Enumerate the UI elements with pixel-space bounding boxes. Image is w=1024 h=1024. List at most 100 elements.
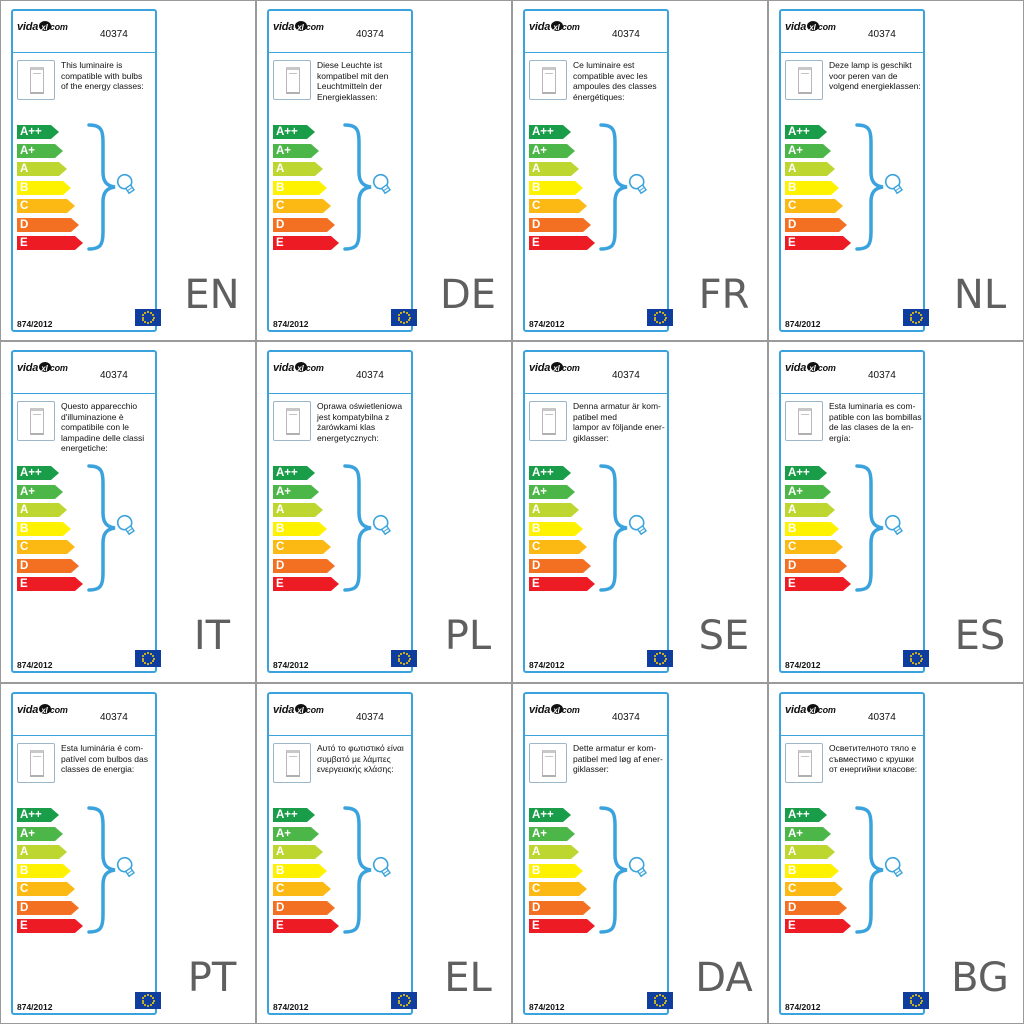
eu-star	[152, 999, 155, 1002]
language-code: PT	[187, 955, 237, 1001]
energy-class-bar: A+	[273, 143, 319, 158]
regulation-number: 874/2012	[17, 319, 53, 329]
curly-brace-icon	[87, 123, 116, 251]
compatibility-text: Deze lamp is geschikt voor peren van de …	[829, 60, 921, 91]
energy-class-arrow	[785, 826, 831, 841]
energy-class-bar: B	[785, 863, 839, 878]
logo-mark-icon	[807, 21, 820, 31]
eu-star	[919, 660, 922, 663]
light-bulb-icon	[116, 856, 136, 878]
eu-star	[151, 654, 154, 657]
language-code: ES	[954, 613, 1006, 659]
eu-star	[400, 994, 403, 997]
eu-star	[405, 311, 408, 314]
eu-star	[912, 994, 915, 997]
eu-star	[663, 313, 666, 316]
eu-star	[147, 322, 149, 324]
energy-class-arrow	[17, 919, 83, 933]
compatibility-text: Ce luminaire est compatible avec les amp…	[573, 60, 657, 102]
energy-class-label: A++	[20, 126, 42, 138]
energy-class-bar: C	[17, 882, 75, 896]
eu-star	[144, 994, 147, 997]
eu-flag-icon	[135, 650, 161, 667]
eu-star	[656, 311, 659, 314]
label-panel-nl: vida xl.com 40374 Deze lamp is geschikt voo…	[768, 0, 1024, 341]
language-code: SE	[698, 613, 750, 659]
eu-star	[408, 316, 411, 319]
eu-star	[910, 313, 913, 316]
eu-star	[656, 652, 659, 655]
model-code: 40374	[612, 29, 640, 40]
energy-class-bar: A	[529, 845, 579, 859]
label-panel-da: vida xl.com 40374 Dette armatur er kom- pat…	[512, 683, 768, 1024]
eu-star	[912, 652, 915, 655]
luminaire-shape	[30, 67, 44, 94]
energy-class-bar: A	[273, 845, 323, 859]
eu-star	[407, 654, 410, 657]
header-divider	[781, 393, 923, 394]
model-code: 40374	[100, 712, 128, 723]
energy-class-arrow	[785, 521, 839, 536]
energy-class-arrow	[785, 236, 851, 250]
energy-class-arrow	[273, 466, 315, 480]
energy-class-scale: A++ A+ A B C D E	[273, 808, 339, 936]
luminaire-shape	[30, 750, 44, 777]
header-divider	[269, 393, 411, 394]
energy-class-arrow	[17, 558, 79, 573]
vidaxl-logo: vida xl.com	[785, 362, 836, 374]
energy-class-label: A	[20, 163, 29, 175]
eu-star	[407, 319, 410, 322]
logo-suffix: .com	[559, 705, 580, 715]
eu-star	[663, 1002, 666, 1005]
logo-suffix: .com	[815, 705, 836, 715]
energy-label-card: vida xl.com 40374 Αυτό το φωτιστικό είναι σ…	[267, 692, 417, 1015]
energy-class-arrow	[273, 484, 319, 499]
eu-star	[407, 1002, 410, 1005]
logo-text-xl: xl	[809, 23, 816, 32]
vidaxl-logo: vida xl.com	[529, 21, 580, 33]
energy-class-bar: A++	[529, 466, 571, 480]
energy-class-bar: B	[17, 863, 71, 878]
energy-class-arrow	[273, 919, 339, 933]
eu-flag-icon	[391, 650, 417, 667]
energy-class-arrow	[529, 162, 579, 176]
energy-class-arrow	[785, 466, 827, 480]
eu-star	[661, 1004, 664, 1007]
energy-class-label: B	[788, 864, 797, 877]
eu-star	[919, 654, 922, 657]
energy-class-bar: E	[785, 919, 851, 933]
energy-class-label: D	[788, 218, 797, 231]
eu-star	[661, 311, 664, 314]
eu-star	[149, 311, 152, 314]
energy-class-scale: A++ A+ A B C D E	[785, 808, 851, 936]
energy-class-scale: A++ A+ A B C D E	[273, 466, 339, 594]
energy-class-arrow	[529, 199, 587, 213]
energy-class-label: B	[532, 522, 541, 535]
luminaire-shape	[542, 408, 556, 435]
header-divider	[525, 735, 667, 736]
eu-star	[653, 316, 656, 319]
eu-star	[147, 663, 149, 665]
energy-class-bar: C	[785, 882, 843, 896]
light-bulb-icon	[628, 173, 648, 195]
energy-class-bar: E	[17, 919, 83, 933]
energy-class-label: D	[276, 559, 285, 572]
luminaire-shape	[798, 408, 812, 435]
energy-class-label: B	[276, 864, 285, 877]
eu-star	[663, 660, 666, 663]
energy-class-arrow	[17, 808, 59, 822]
energy-class-bar: D	[273, 217, 335, 232]
eu-star	[917, 652, 920, 655]
eu-star	[910, 319, 913, 322]
eu-star	[654, 996, 657, 999]
model-code: 40374	[100, 370, 128, 381]
energy-class-label: C	[788, 883, 797, 895]
energy-class-bar: D	[529, 900, 591, 915]
energy-class-label: A++	[276, 126, 298, 138]
eu-star	[912, 321, 915, 324]
energy-class-label: A+	[20, 827, 36, 840]
energy-class-label: C	[20, 200, 29, 212]
luminaire-icon	[785, 60, 823, 100]
energy-class-arrow	[529, 577, 595, 591]
logo-text: vida	[273, 21, 295, 33]
